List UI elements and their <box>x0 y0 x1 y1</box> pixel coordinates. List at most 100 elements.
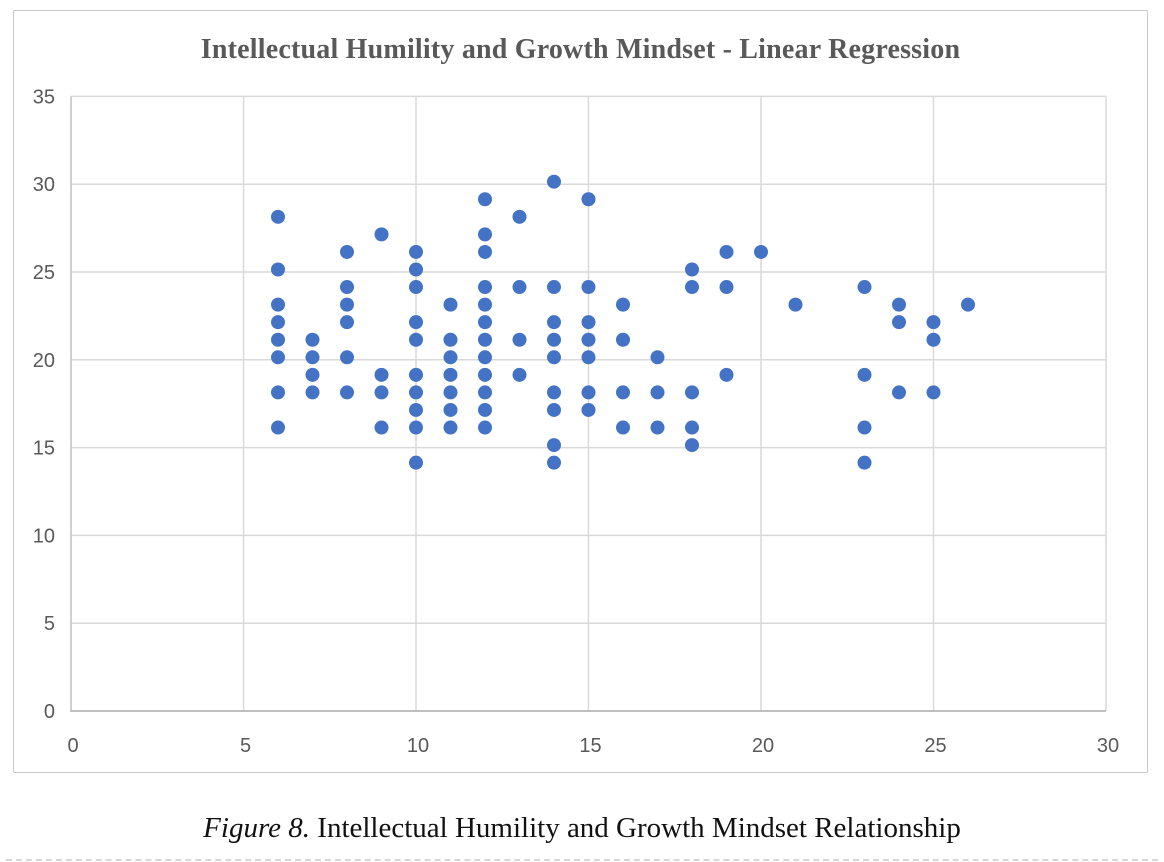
scatter-point <box>409 367 423 382</box>
scatter-point <box>512 209 527 224</box>
scatter-point <box>512 367 527 382</box>
x-axis-tick-label: 20 <box>752 735 774 757</box>
scatter-point <box>271 297 285 312</box>
scatter-point <box>374 227 389 242</box>
x-axis-tick-label: 30 <box>1097 735 1119 757</box>
scatter-point <box>719 367 734 382</box>
scatter-point <box>374 385 389 400</box>
scatter-point <box>271 315 285 330</box>
scatter-point <box>857 367 872 382</box>
scatter-point <box>478 332 492 347</box>
scatter-point <box>581 315 596 330</box>
scatter-point <box>478 420 492 435</box>
scatter-point <box>547 455 561 470</box>
chart-frame: Intellectual Humility and Growth Mindset… <box>13 10 1148 773</box>
scatter-point <box>857 280 872 295</box>
scatter-point <box>892 315 906 330</box>
scatter-point <box>857 455 872 470</box>
scatter-point <box>616 332 630 347</box>
scatter-point <box>650 350 665 365</box>
y-axis-tick-label: 30 <box>33 174 55 196</box>
scatter-point <box>685 280 699 295</box>
scatter-point <box>340 244 354 259</box>
scatter-point <box>305 385 320 400</box>
y-axis-tick-label: 15 <box>33 438 55 460</box>
scatter-point <box>409 402 423 417</box>
scatter-point <box>305 332 320 347</box>
scatter-point <box>443 385 458 400</box>
scatter-point <box>271 332 285 347</box>
scatter-point <box>685 420 699 435</box>
scatter-point <box>409 385 423 400</box>
scatter-point <box>409 420 423 435</box>
y-axis-tick-label: 10 <box>33 525 55 547</box>
x-axis-tick-label: 25 <box>924 735 946 757</box>
scatter-point <box>478 402 492 417</box>
scatter-point <box>547 315 561 330</box>
scatter-point <box>478 315 492 330</box>
scatter-point <box>478 244 492 259</box>
scatter-point <box>443 332 458 347</box>
y-axis-tick-label: 35 <box>33 86 55 108</box>
scatter-point <box>443 367 458 382</box>
scatter-point <box>443 350 458 365</box>
scatter-point <box>926 385 941 400</box>
scatter-point <box>581 332 596 347</box>
scatter-point <box>443 402 458 417</box>
scatter-point <box>685 262 699 277</box>
y-axis-tick-label: 0 <box>44 701 55 723</box>
scatter-point <box>547 385 561 400</box>
scatter-point <box>374 420 389 435</box>
scatter-point <box>616 420 630 435</box>
scatter-point <box>650 420 665 435</box>
scatter-point <box>478 367 492 382</box>
scatter-point <box>409 244 423 259</box>
scatter-point <box>478 192 492 207</box>
x-axis-tick-label: 10 <box>407 735 429 757</box>
scatter-point <box>547 174 561 189</box>
scatter-point <box>581 350 596 365</box>
scatter-point <box>719 244 734 259</box>
scatter-point <box>271 350 285 365</box>
scatter-point <box>443 297 458 312</box>
scatter-point <box>271 385 285 400</box>
scatter-point <box>478 385 492 400</box>
scatter-point <box>340 315 354 330</box>
scatter-point <box>547 332 561 347</box>
scatter-point <box>685 438 699 453</box>
scatter-point <box>547 402 561 417</box>
scatter-point <box>616 385 630 400</box>
scatter-point <box>650 385 665 400</box>
scatter-point <box>616 297 630 312</box>
scatter-point <box>581 402 596 417</box>
scatter-point <box>892 297 906 312</box>
scatter-point <box>305 367 320 382</box>
scatter-point <box>581 385 596 400</box>
scatter-point <box>478 280 492 295</box>
page-edge-dashes <box>6 859 1158 861</box>
scatter-point <box>340 350 354 365</box>
y-axis-tick-label: 5 <box>44 613 55 635</box>
chart-title: Intellectual Humility and Growth Mindset… <box>200 34 961 65</box>
scatter-point <box>443 420 458 435</box>
scatter-point <box>340 385 354 400</box>
y-axis-tick-label: 20 <box>33 350 55 372</box>
scatter-point <box>892 385 906 400</box>
scatter-point <box>271 262 285 277</box>
figure-caption: Figure 8. Intellectual Humility and Grow… <box>0 812 1164 845</box>
scatter-point <box>340 280 354 295</box>
scatter-point <box>478 297 492 312</box>
figure-caption-label: Figure 8. <box>203 812 311 844</box>
scatter-point <box>581 192 596 207</box>
scatter-point <box>926 315 941 330</box>
scatter-point <box>478 227 492 242</box>
scatter-point <box>409 262 423 277</box>
scatter-point <box>685 385 699 400</box>
scatter-point <box>857 420 872 435</box>
scatter-point <box>547 350 561 365</box>
scatter-point <box>374 367 389 382</box>
scatter-point <box>581 280 596 295</box>
scatter-point <box>547 438 561 453</box>
